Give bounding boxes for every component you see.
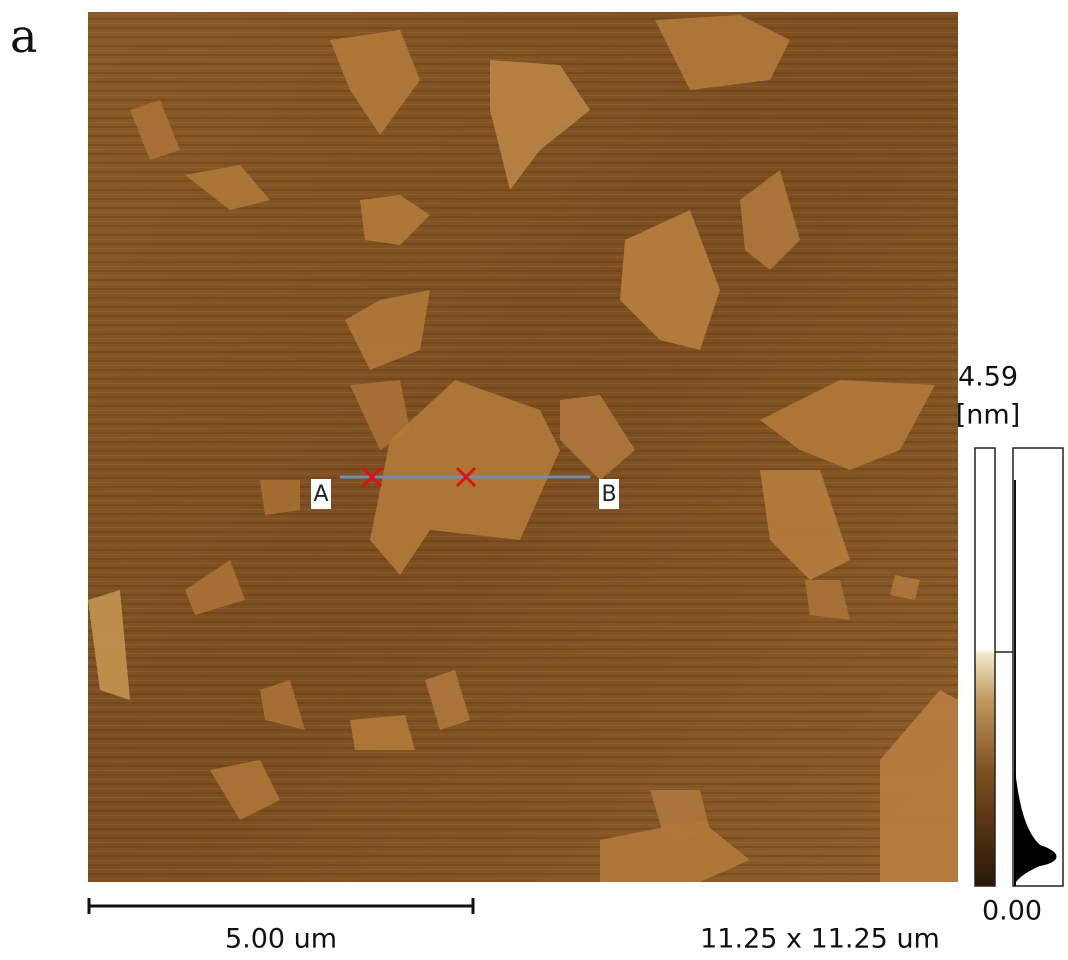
scale-min: 0.00 [982,896,1042,927]
scale-max: 4.59 [958,362,1018,393]
figure: a A B 4.59 [nm] 0.00 5.00 um 11.25 x 11.… [0,0,1068,956]
page: a A B 4.59 [nm] 0.00 5.00 um 11.25 x 11.… [0,0,1068,956]
flake [260,480,300,515]
scale-bar [89,898,473,914]
panel-label: a [10,9,37,63]
scale-unit: [nm] [956,400,1020,431]
scan-size: 11.25 x 11.25 um [700,924,940,955]
color-bar [975,448,995,886]
scale-bar-label: 5.00 um [225,924,337,955]
profile-start: A [313,482,328,507]
profile-end: B [601,482,616,507]
flake [350,715,415,750]
